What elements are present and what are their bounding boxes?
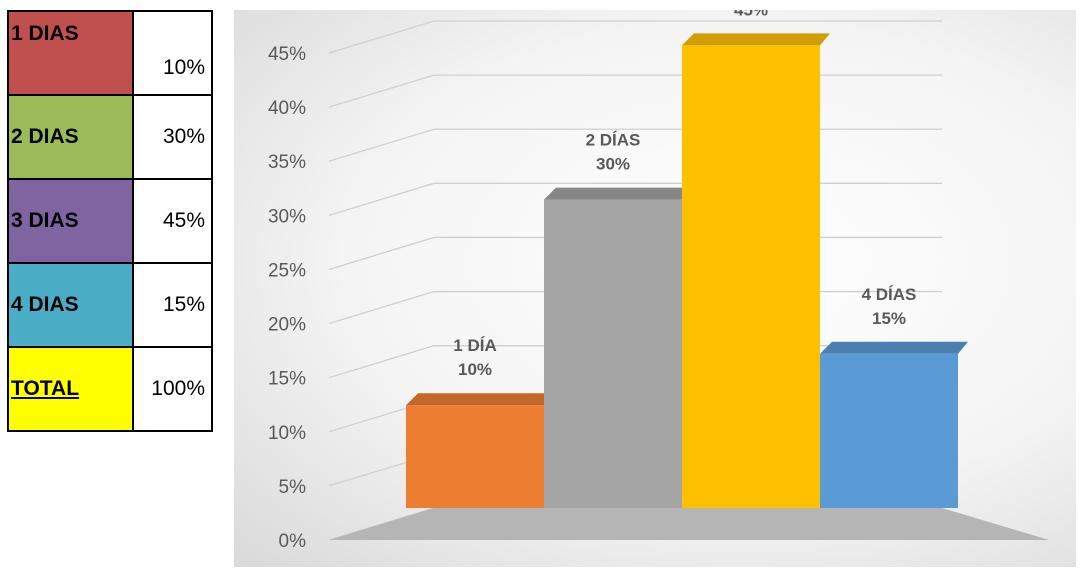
summary-row-4: 4 DIAS 15% — [6, 262, 213, 348]
summary-value: 30% — [132, 94, 213, 180]
y-tick-label: 45% — [268, 44, 306, 65]
gridline — [328, 74, 942, 108]
bar-chart: 0% 5% 10% 15% 20% 25% 30% 35% 40% 45% 1 DÍA 10% 2 DÍ… — [268, 10, 1049, 552]
summary-label: 2 DIAS — [6, 94, 135, 180]
bar — [820, 353, 958, 508]
summary-table-body: 1 DIAS 10% 2 DIAS 30% 3 DIAS 45% 4 DIAS … — [6, 10, 213, 432]
y-tick-label: 0% — [279, 531, 307, 552]
y-tick-label: 40% — [268, 98, 306, 119]
summary-total-label: TOTAL — [6, 346, 135, 432]
summary-label: 4 DIAS — [6, 262, 135, 348]
summary-row-3: 3 DIAS 45% — [6, 178, 213, 264]
summary-value: 15% — [132, 262, 213, 348]
bar-category-label: 1 DÍA — [453, 336, 496, 355]
y-tick-label: 30% — [268, 206, 306, 227]
summary-table: 1 DIAS 10% 2 DIAS 30% 3 DIAS 45% 4 DIAS … — [6, 10, 213, 432]
bar-top — [406, 393, 554, 406]
y-tick-label: 35% — [268, 152, 306, 173]
summary-row-1: 1 DIAS 10% — [6, 10, 213, 96]
summary-value: 10% — [132, 10, 213, 96]
bar-top — [682, 33, 830, 46]
summary-label: 1 DIAS — [6, 10, 135, 96]
y-tick-label: 15% — [268, 369, 306, 390]
chart-floor — [329, 508, 1049, 540]
bar-category-label: 2 DÍAS — [586, 131, 641, 150]
bar-value-label: 30% — [596, 155, 630, 174]
bar-top — [820, 341, 968, 354]
summary-row-2: 2 DIAS 30% — [6, 94, 213, 180]
bar-category-label: 4 DÍAS — [862, 285, 917, 304]
gridline — [328, 20, 942, 54]
y-tick-label: 20% — [268, 315, 306, 336]
summary-total-row: TOTAL 100% — [6, 346, 213, 432]
y-tick-label: 10% — [268, 423, 306, 444]
summary-label: 3 DIAS — [6, 178, 135, 264]
bar — [682, 45, 820, 508]
bar-value-label: 45% — [734, 10, 768, 19]
bar — [406, 405, 544, 508]
summary-total-value: 100% — [132, 346, 213, 432]
bar-value-label: 10% — [458, 360, 492, 379]
y-tick-label: 25% — [268, 260, 306, 281]
chart-panel: 0% 5% 10% 15% 20% 25% 30% 35% 40% 45% 1 DÍA 10% 2 DÍ… — [234, 10, 1076, 567]
bar — [544, 199, 682, 509]
bar-value-label: 15% — [872, 309, 906, 328]
y-tick-label: 5% — [279, 477, 307, 498]
summary-value: 45% — [132, 178, 213, 264]
bar-top — [544, 187, 692, 200]
